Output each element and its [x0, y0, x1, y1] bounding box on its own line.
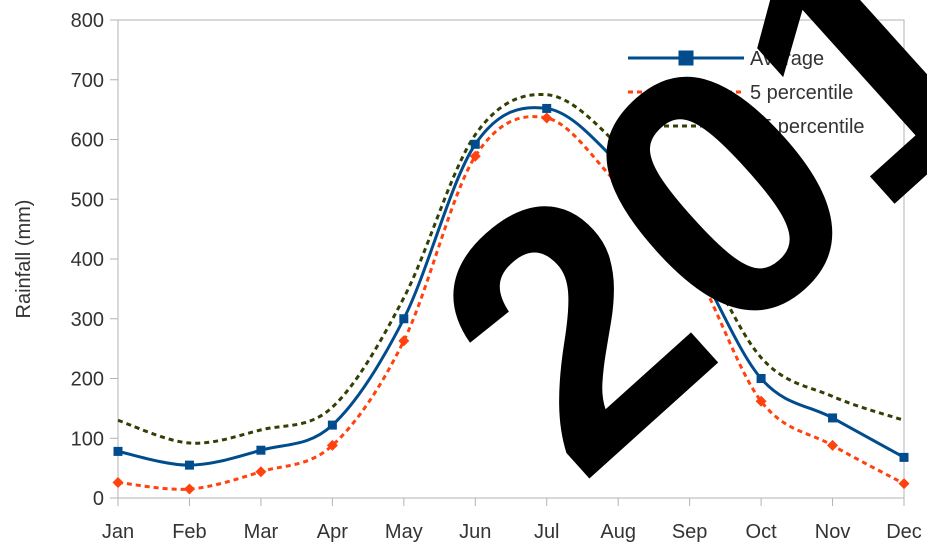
y-tick-label: 400: [71, 249, 104, 271]
data-point-diamond: [326, 439, 338, 451]
data-point-square: [542, 103, 552, 113]
data-point-square: [678, 50, 694, 66]
legend-label: Average: [750, 48, 824, 70]
series-average: [113, 103, 909, 470]
y-tick-label: 500: [71, 189, 104, 211]
legend-label: 95 percentile: [750, 116, 865, 138]
data-point-square: [613, 158, 623, 168]
x-tick-label: Oct: [746, 521, 778, 543]
data-point-diamond: [469, 150, 481, 162]
y-tick-label: 200: [71, 369, 104, 391]
x-axis-ticks: Jan Feb Mar Apr May Jun Jul Aug Sep Oct Nov Dec: [102, 498, 922, 543]
data-point-diamond: [541, 112, 553, 124]
x-tick-label: Sep: [672, 521, 708, 543]
data-point-diamond: [112, 476, 124, 488]
data-point-square: [470, 139, 480, 149]
x-tick-label: Jan: [102, 521, 134, 543]
data-point-diamond: [898, 478, 910, 490]
data-point-diamond: [612, 178, 624, 190]
y-tick-label: 800: [71, 10, 104, 32]
data-point-diamond: [398, 335, 410, 347]
data-point-diamond: [755, 395, 767, 407]
series-line: [117, 115, 905, 491]
x-tick-label: Mar: [244, 521, 279, 543]
x-tick-label: May: [385, 521, 423, 543]
x-tick-label: Aug: [600, 521, 636, 543]
y-tick-label: 100: [71, 428, 104, 450]
y-axis-title: Rainfall (mm): [13, 200, 35, 319]
x-tick-label: Jul: [534, 521, 560, 543]
data-point-square: [685, 248, 695, 258]
series-5-percentile: [112, 112, 910, 495]
data-point-square: [184, 460, 194, 470]
data-point-diamond: [255, 466, 267, 478]
series-layer: [112, 92, 910, 495]
legend-label: 5 percentile: [750, 82, 853, 104]
series-95-percentile: [117, 92, 905, 445]
data-point-diamond: [679, 85, 693, 99]
data-point-square: [399, 314, 409, 324]
data-point-square: [256, 445, 266, 455]
x-tick-label: Feb: [172, 521, 206, 543]
x-tick-label: Dec: [886, 521, 922, 543]
series-line: [117, 92, 905, 445]
plot-area: [117, 19, 905, 499]
data-point-diamond: [827, 439, 839, 451]
data-point-square: [828, 413, 838, 423]
legend: Average 5 percentile 95 percentile: [628, 48, 865, 138]
x-tick-label: Jun: [459, 521, 491, 543]
y-tick-label: 700: [71, 70, 104, 92]
y-axis-ticks: 0 100 200 300 400 500 600 700 800: [71, 10, 118, 510]
data-point-square: [113, 446, 123, 456]
y-tick-label: 300: [71, 309, 104, 331]
data-point-square: [327, 420, 337, 430]
y-tick-label: 0: [93, 488, 104, 510]
data-point-square: [899, 452, 909, 462]
data-point-diamond: [183, 483, 195, 495]
x-tick-label: Nov: [815, 521, 851, 543]
y-tick-label: 600: [71, 130, 104, 152]
x-tick-label: Apr: [317, 521, 348, 543]
data-point-square: [756, 374, 766, 383]
